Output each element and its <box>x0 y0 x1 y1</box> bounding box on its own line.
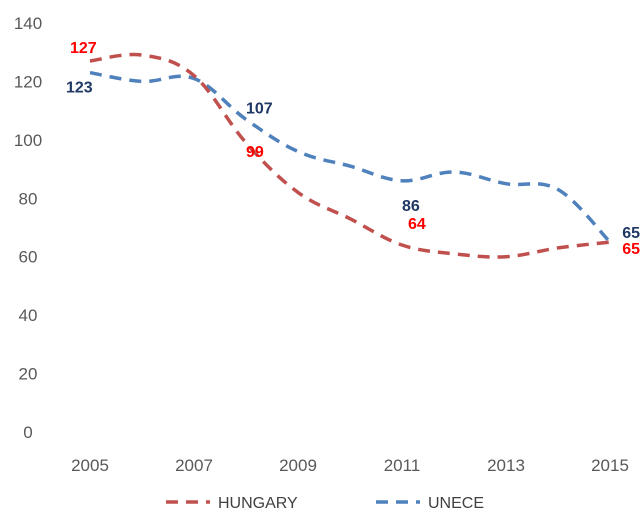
x-tick-label: 2011 <box>384 456 421 475</box>
data-label-unece: 107 <box>246 100 273 117</box>
data-label-hungary: 127 <box>70 40 97 57</box>
x-tick-label: 2005 <box>71 456 109 475</box>
data-label-unece: 86 <box>402 198 420 215</box>
legend-label-hungary: HUNGARY <box>218 495 298 512</box>
y-tick-label: 120 <box>14 72 42 91</box>
y-tick-label: 60 <box>19 248 38 267</box>
y-axis-ticks: 0 20 40 60 80 100 120 140 <box>14 14 42 442</box>
y-tick-label: 20 <box>19 365 38 384</box>
x-tick-label: 2013 <box>487 456 525 475</box>
data-label-hungary: 99 <box>246 144 264 161</box>
x-tick-label: 2009 <box>279 456 317 475</box>
x-tick-label: 2015 <box>591 456 629 475</box>
data-label-unece: 65 <box>622 225 640 242</box>
y-tick-label: 40 <box>19 306 38 325</box>
data-label-unece: 123 <box>66 80 93 97</box>
data-labels: 127 99 64 65 123 107 86 65 <box>66 40 640 258</box>
legend-label-unece: UNECE <box>428 495 484 512</box>
series-line-hungary <box>89 52 611 259</box>
legend: HUNGARY UNECE <box>166 495 484 512</box>
series-line-unece <box>89 70 612 244</box>
data-label-hungary: 64 <box>408 216 426 233</box>
y-tick-label: 140 <box>14 14 42 33</box>
y-tick-label: 100 <box>14 131 42 150</box>
series-lines <box>89 52 612 259</box>
y-tick-label: 80 <box>19 189 38 208</box>
x-tick-label: 2007 <box>175 456 213 475</box>
y-tick-label: 0 <box>23 423 32 442</box>
x-axis-ticks: 2005 2007 2009 2011 2013 2015 <box>71 456 629 475</box>
data-label-hungary: 65 <box>622 241 640 258</box>
